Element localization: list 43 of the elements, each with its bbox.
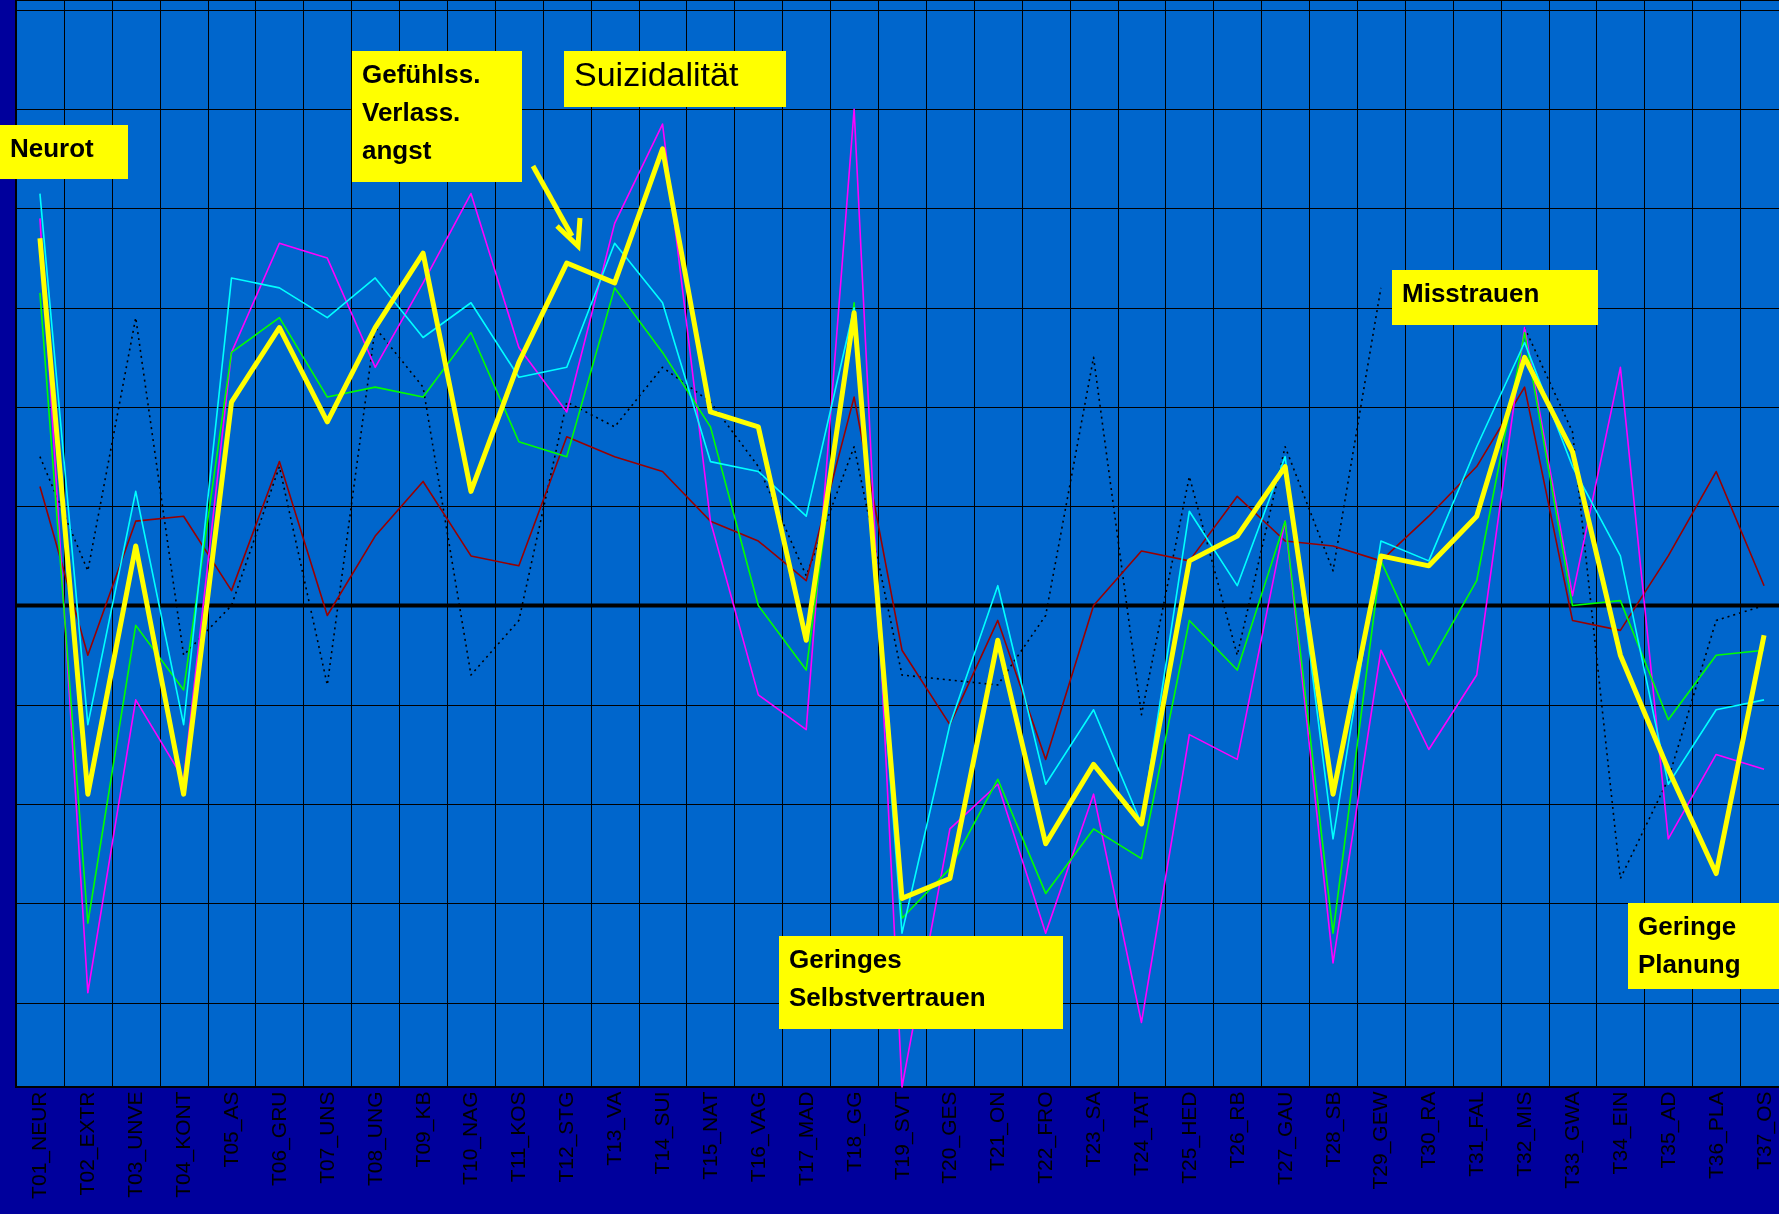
note-box: Suizidalität: [564, 51, 786, 107]
note-box: Geringe Planung: [1628, 903, 1779, 989]
x-tick-label: T32_MIS: [1512, 1091, 1537, 1177]
x-tick-label: T17_MAD: [793, 1091, 818, 1187]
x-tick-label: T16_VAG: [745, 1091, 770, 1183]
x-tick-label: T08_UNG: [362, 1091, 387, 1187]
x-tick-label: T03_UNVE: [123, 1091, 148, 1198]
x-tick-label: T05_AS: [219, 1091, 244, 1168]
x-tick-label: T18_GG: [841, 1091, 866, 1173]
x-tick-label: T11_KOS: [506, 1091, 531, 1183]
x-tick-label: T22_FRO: [1033, 1091, 1058, 1184]
x-tick-label: T20_GES: [937, 1091, 962, 1184]
x-tick-label: T14_SUI: [650, 1091, 675, 1175]
x-tick-label: T24_TAT: [1128, 1091, 1153, 1176]
x-tick-label: T35_AD: [1655, 1091, 1680, 1169]
note-box: Neurot: [0, 125, 128, 179]
x-tick-label: T31_FAL: [1464, 1091, 1489, 1177]
x-tick-label: T06_GRU: [266, 1091, 291, 1187]
note-box: Gefühlss. Verlass. angst: [352, 51, 522, 182]
x-tick-label: T07_UNS: [314, 1091, 339, 1184]
x-tick-label: T33_GWA: [1559, 1091, 1584, 1189]
note-box: Misstrauen: [1392, 270, 1598, 325]
x-tick-label: T26_RB: [1224, 1091, 1249, 1169]
x-tick-label: T12_STG: [554, 1091, 579, 1183]
x-tick-label: T27_GAU: [1272, 1091, 1297, 1185]
x-tick-label: T30_RA: [1416, 1091, 1441, 1169]
x-tick-label: T21_ON: [985, 1091, 1010, 1171]
x-tick-label: T15_NAT: [697, 1091, 722, 1180]
x-tick-label: T34_EIN: [1607, 1091, 1632, 1175]
x-tick-label: T09_KB: [410, 1091, 435, 1168]
x-tick-label: T02_EXTR: [75, 1091, 100, 1196]
x-tick-label: T28_SB: [1320, 1091, 1345, 1168]
x-tick-label: T13_VA: [602, 1091, 627, 1166]
x-tick-label: T37_OS: [1751, 1091, 1776, 1170]
x-tick-label: T01_NEUR: [27, 1091, 52, 1199]
note-box: Geringes Selbstvertrauen: [779, 936, 1063, 1029]
x-tick-label: T19_SVT: [889, 1091, 914, 1181]
x-tick-label: T23_SA: [1081, 1091, 1106, 1168]
x-tick-label: T36_PLA: [1703, 1091, 1728, 1180]
x-tick-label: T29_GEW: [1368, 1091, 1393, 1190]
x-tick-label: T04_KONT: [171, 1091, 196, 1198]
x-tick-label: T25_HED: [1176, 1091, 1201, 1184]
x-tick-label: T10_NAG: [458, 1091, 483, 1185]
